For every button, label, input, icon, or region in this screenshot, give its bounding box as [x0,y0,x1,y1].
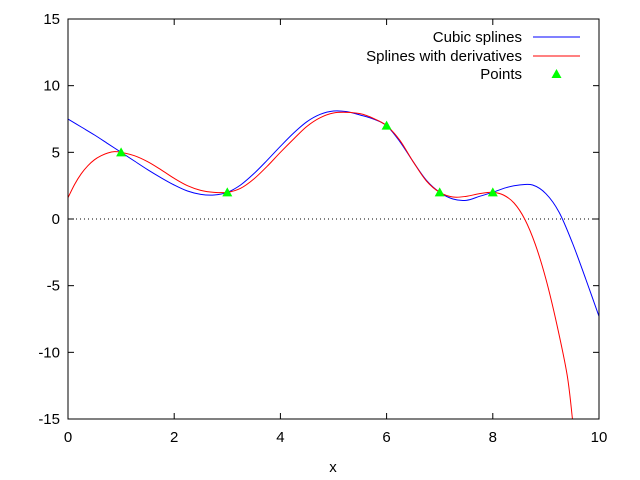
legend-label: Splines with derivatives [366,48,522,65]
data-point-marker [434,187,445,197]
plot-frame [67,18,600,420]
legend-triangle-marker [551,69,562,78]
x-tick-label: 0 [64,429,72,446]
legend-label: Cubic splines [433,29,522,46]
series-lines [68,110,599,419]
points-layer [116,120,498,197]
y-tick-label: 0 [52,211,60,228]
y-tick-label: -15 [38,411,60,428]
data-point-marker [487,187,498,197]
legend: Cubic splines Splines with derivativesPoi… [366,29,580,83]
data-point-marker [381,120,392,130]
x-axis-title: x [329,459,337,476]
y-tick-label: -10 [38,344,60,361]
legend-label: Points [480,66,522,83]
y-tick-label: 10 [43,78,60,95]
y-tick-label: 15 [43,11,60,28]
x-tick-label: 8 [489,429,497,446]
series-layer [68,110,599,419]
tick-labels-layer: 0 2 4 6 8 10 15 10 5 0 -5 -10 -15 [38,11,607,446]
data-point-marker [222,187,233,197]
series-line-cubic-splines [68,110,599,317]
x-tick-label: 4 [276,429,284,446]
x-tick-label: 2 [170,429,178,446]
x-tick-label: 10 [591,429,608,446]
y-tick-label: -5 [47,278,60,295]
x-tick-label: 6 [382,429,390,446]
series-line-splines-with-derivatives [68,111,573,419]
y-tick-label: 5 [52,144,60,161]
data-point-marker [116,147,127,157]
